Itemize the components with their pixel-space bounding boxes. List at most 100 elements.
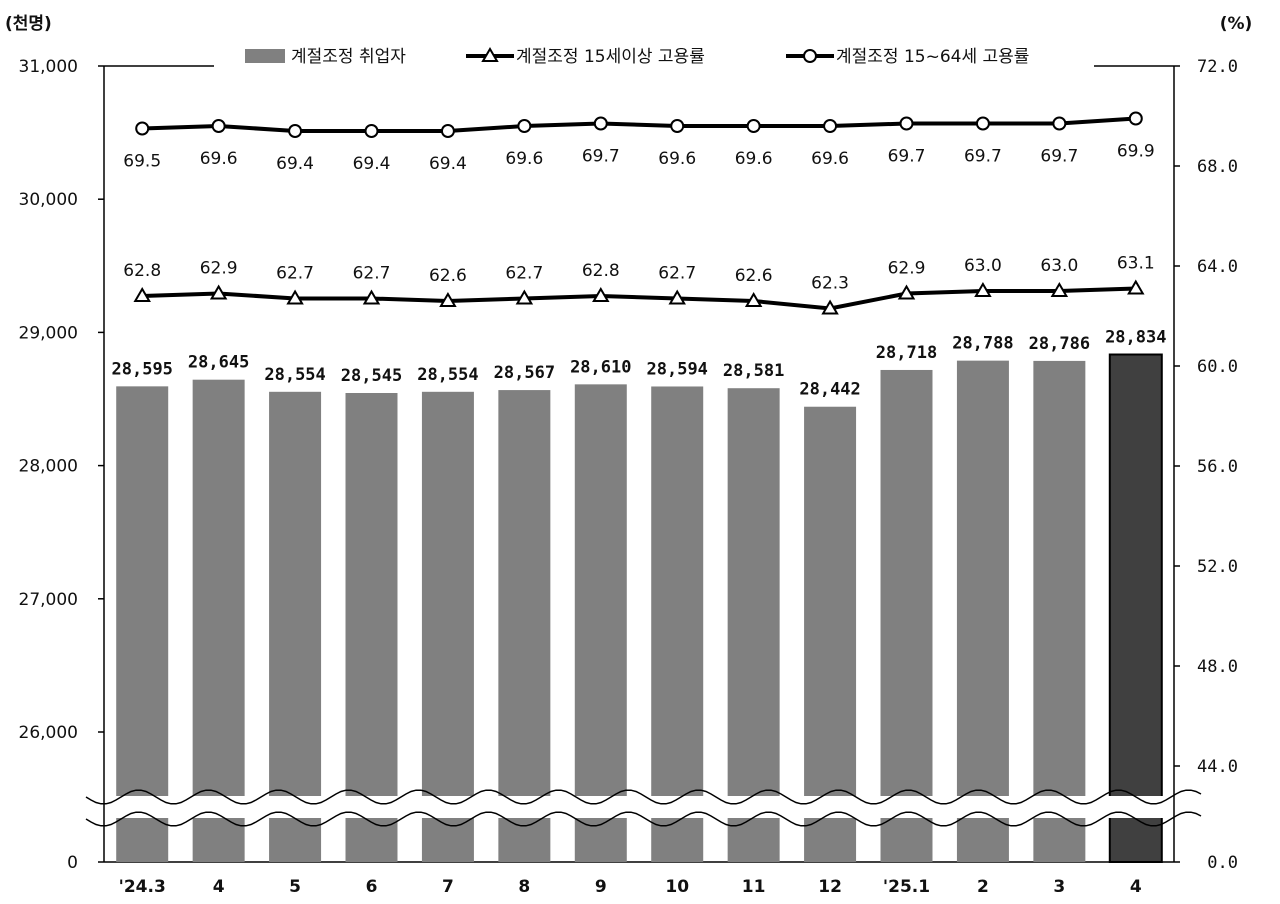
bar-value-label: 28,834 xyxy=(1105,328,1166,348)
bar-value-label: 28,610 xyxy=(570,357,631,377)
x-tick-label: 9 xyxy=(595,877,607,897)
point-value-label: 69.4 xyxy=(276,154,314,174)
circle-point xyxy=(517,119,532,133)
circle-point xyxy=(135,121,150,136)
point-value-label: 62.8 xyxy=(582,261,620,281)
plot-area: 0 26,000 27,000 28,000 29,000 30,000 31,000 0.0… xyxy=(19,57,1238,897)
x-tick-label: 4 xyxy=(213,877,225,897)
legend-label-bars: 계절조정 취업자 xyxy=(291,47,406,67)
point-value-label: 62.7 xyxy=(353,264,391,284)
point-value-label: 69.7 xyxy=(888,147,926,167)
bar xyxy=(116,386,169,862)
triangle-point xyxy=(133,287,151,302)
point-value-label: 69.7 xyxy=(1040,147,1078,167)
x-tick-label: 12 xyxy=(818,877,842,897)
x-tick-label: 4 xyxy=(1130,877,1142,897)
point-value-label: 69.5 xyxy=(123,152,161,172)
x-tick-label: 2 xyxy=(977,877,989,897)
point-value-label: 62.9 xyxy=(200,259,238,279)
axis-break-wave-upper xyxy=(85,789,1202,805)
point-value-label: 69.6 xyxy=(658,149,696,169)
left-tick-label: 27,000 xyxy=(19,590,78,610)
right-tick-label: 64.0 xyxy=(1197,257,1238,277)
triangle-point xyxy=(439,292,457,307)
circle-point xyxy=(288,124,303,138)
bar xyxy=(1108,353,1163,863)
right-tick-label: 0.0 xyxy=(1207,853,1238,873)
triangle-point xyxy=(744,292,763,307)
x-tick-label: 10 xyxy=(665,877,689,897)
legend-label-series-15to64: 계절조정 15~64세 고용률 xyxy=(836,47,1029,67)
right-tick-label: 68.0 xyxy=(1197,157,1238,177)
left-tick-label: 26,000 xyxy=(19,723,78,743)
bar xyxy=(956,360,1009,862)
point-value-label: 62.6 xyxy=(429,266,467,286)
triangle-point xyxy=(362,289,381,305)
legend-triangle-icon xyxy=(481,47,499,62)
legend-circle-icon xyxy=(803,49,817,63)
bar xyxy=(574,384,627,862)
left-tick-label: 0 xyxy=(67,853,78,873)
circle-point xyxy=(1128,111,1143,126)
point-value-label: 69.6 xyxy=(200,149,238,169)
bar-value-label: 28,786 xyxy=(1029,334,1090,354)
bar-value-label: 28,594 xyxy=(647,359,708,379)
point-value-label: 62.9 xyxy=(888,259,926,279)
bar-value-label: 28,645 xyxy=(188,353,249,373)
circle-point xyxy=(975,116,990,131)
right-tick-label: 60.0 xyxy=(1197,357,1238,377)
right-tick-label: 72.0 xyxy=(1197,57,1238,77)
right-tick-label: 52.0 xyxy=(1197,557,1238,577)
right-axis-unit: (%) xyxy=(1220,14,1253,34)
bar xyxy=(192,379,245,862)
bar xyxy=(804,406,857,862)
triangle-point xyxy=(515,289,534,305)
bar xyxy=(269,391,322,862)
bar xyxy=(421,391,474,862)
triangle-point xyxy=(974,282,992,297)
bar-value-label: 28,442 xyxy=(799,380,860,400)
bar xyxy=(345,393,398,862)
point-value-label: 62.7 xyxy=(505,264,543,284)
left-tick-label: 28,000 xyxy=(19,457,78,477)
right-tick-label: 44.0 xyxy=(1197,757,1238,777)
bar-value-label: 28,545 xyxy=(341,366,402,386)
bar-value-label: 28,567 xyxy=(494,363,555,383)
point-value-label: 69.4 xyxy=(353,154,391,174)
triangle-point xyxy=(1050,282,1069,297)
x-tick-label: '24.3 xyxy=(119,877,166,897)
point-value-label: 62.6 xyxy=(735,266,773,286)
point-value-label: 63.1 xyxy=(1117,254,1155,274)
circle-point xyxy=(211,119,226,133)
left-axis-unit: (천명) xyxy=(5,14,52,34)
point-value-label: 69.4 xyxy=(429,154,467,174)
bar-value-label: 28,788 xyxy=(952,334,1013,354)
x-tick-label: 3 xyxy=(1053,877,1065,897)
bar-value-label: 28,581 xyxy=(723,361,784,381)
point-value-label: 69.6 xyxy=(505,149,543,169)
axis-break-wave-lower xyxy=(85,811,1202,827)
point-value-label: 69.7 xyxy=(582,147,620,167)
series-line-15to64 xyxy=(142,116,1136,133)
x-tick-label: 7 xyxy=(442,877,454,897)
point-value-label: 62.8 xyxy=(123,261,161,281)
triangle-point xyxy=(821,299,839,315)
left-tick-label: 30,000 xyxy=(19,190,78,210)
x-tick-label: 5 xyxy=(289,877,301,897)
bar xyxy=(880,369,933,862)
triangle-point xyxy=(668,289,686,305)
bar xyxy=(651,386,704,862)
point-value-label: 62.7 xyxy=(658,264,696,284)
x-tick-label: 11 xyxy=(742,877,766,897)
circle-point xyxy=(670,119,685,133)
point-value-label: 62.7 xyxy=(276,264,314,284)
legend-background xyxy=(214,40,1094,74)
triangle-point xyxy=(592,287,610,302)
bar-value-label: 28,554 xyxy=(417,365,478,385)
left-tick-label: 29,000 xyxy=(19,323,78,343)
bar xyxy=(727,388,780,862)
point-value-label: 63.0 xyxy=(964,256,1002,276)
circle-point xyxy=(593,116,608,131)
circle-point xyxy=(1052,116,1067,131)
